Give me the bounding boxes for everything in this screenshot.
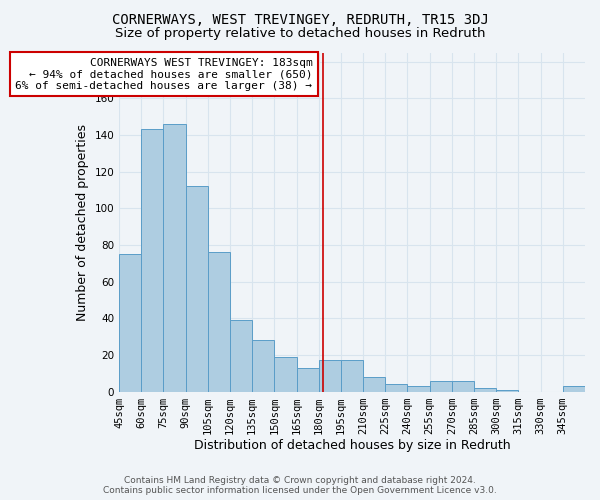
Bar: [252, 340, 274, 392]
Bar: [141, 130, 163, 392]
Bar: [296, 368, 319, 392]
Bar: [208, 252, 230, 392]
Bar: [274, 357, 296, 392]
Bar: [341, 360, 363, 392]
Text: Size of property relative to detached houses in Redruth: Size of property relative to detached ho…: [115, 28, 485, 40]
Bar: [563, 386, 585, 392]
Bar: [385, 384, 407, 392]
Bar: [452, 380, 474, 392]
X-axis label: Distribution of detached houses by size in Redruth: Distribution of detached houses by size …: [194, 440, 511, 452]
Bar: [185, 186, 208, 392]
Bar: [363, 377, 385, 392]
Bar: [230, 320, 252, 392]
Text: CORNERWAYS, WEST TREVINGEY, REDRUTH, TR15 3DJ: CORNERWAYS, WEST TREVINGEY, REDRUTH, TR1…: [112, 12, 488, 26]
Bar: [319, 360, 341, 392]
Bar: [474, 388, 496, 392]
Y-axis label: Number of detached properties: Number of detached properties: [76, 124, 89, 320]
Bar: [163, 124, 185, 392]
Bar: [430, 380, 452, 392]
Text: Contains HM Land Registry data © Crown copyright and database right 2024.
Contai: Contains HM Land Registry data © Crown c…: [103, 476, 497, 495]
Text: CORNERWAYS WEST TREVINGEY: 183sqm
← 94% of detached houses are smaller (650)
6% : CORNERWAYS WEST TREVINGEY: 183sqm ← 94% …: [16, 58, 313, 91]
Bar: [407, 386, 430, 392]
Bar: [496, 390, 518, 392]
Bar: [119, 254, 141, 392]
